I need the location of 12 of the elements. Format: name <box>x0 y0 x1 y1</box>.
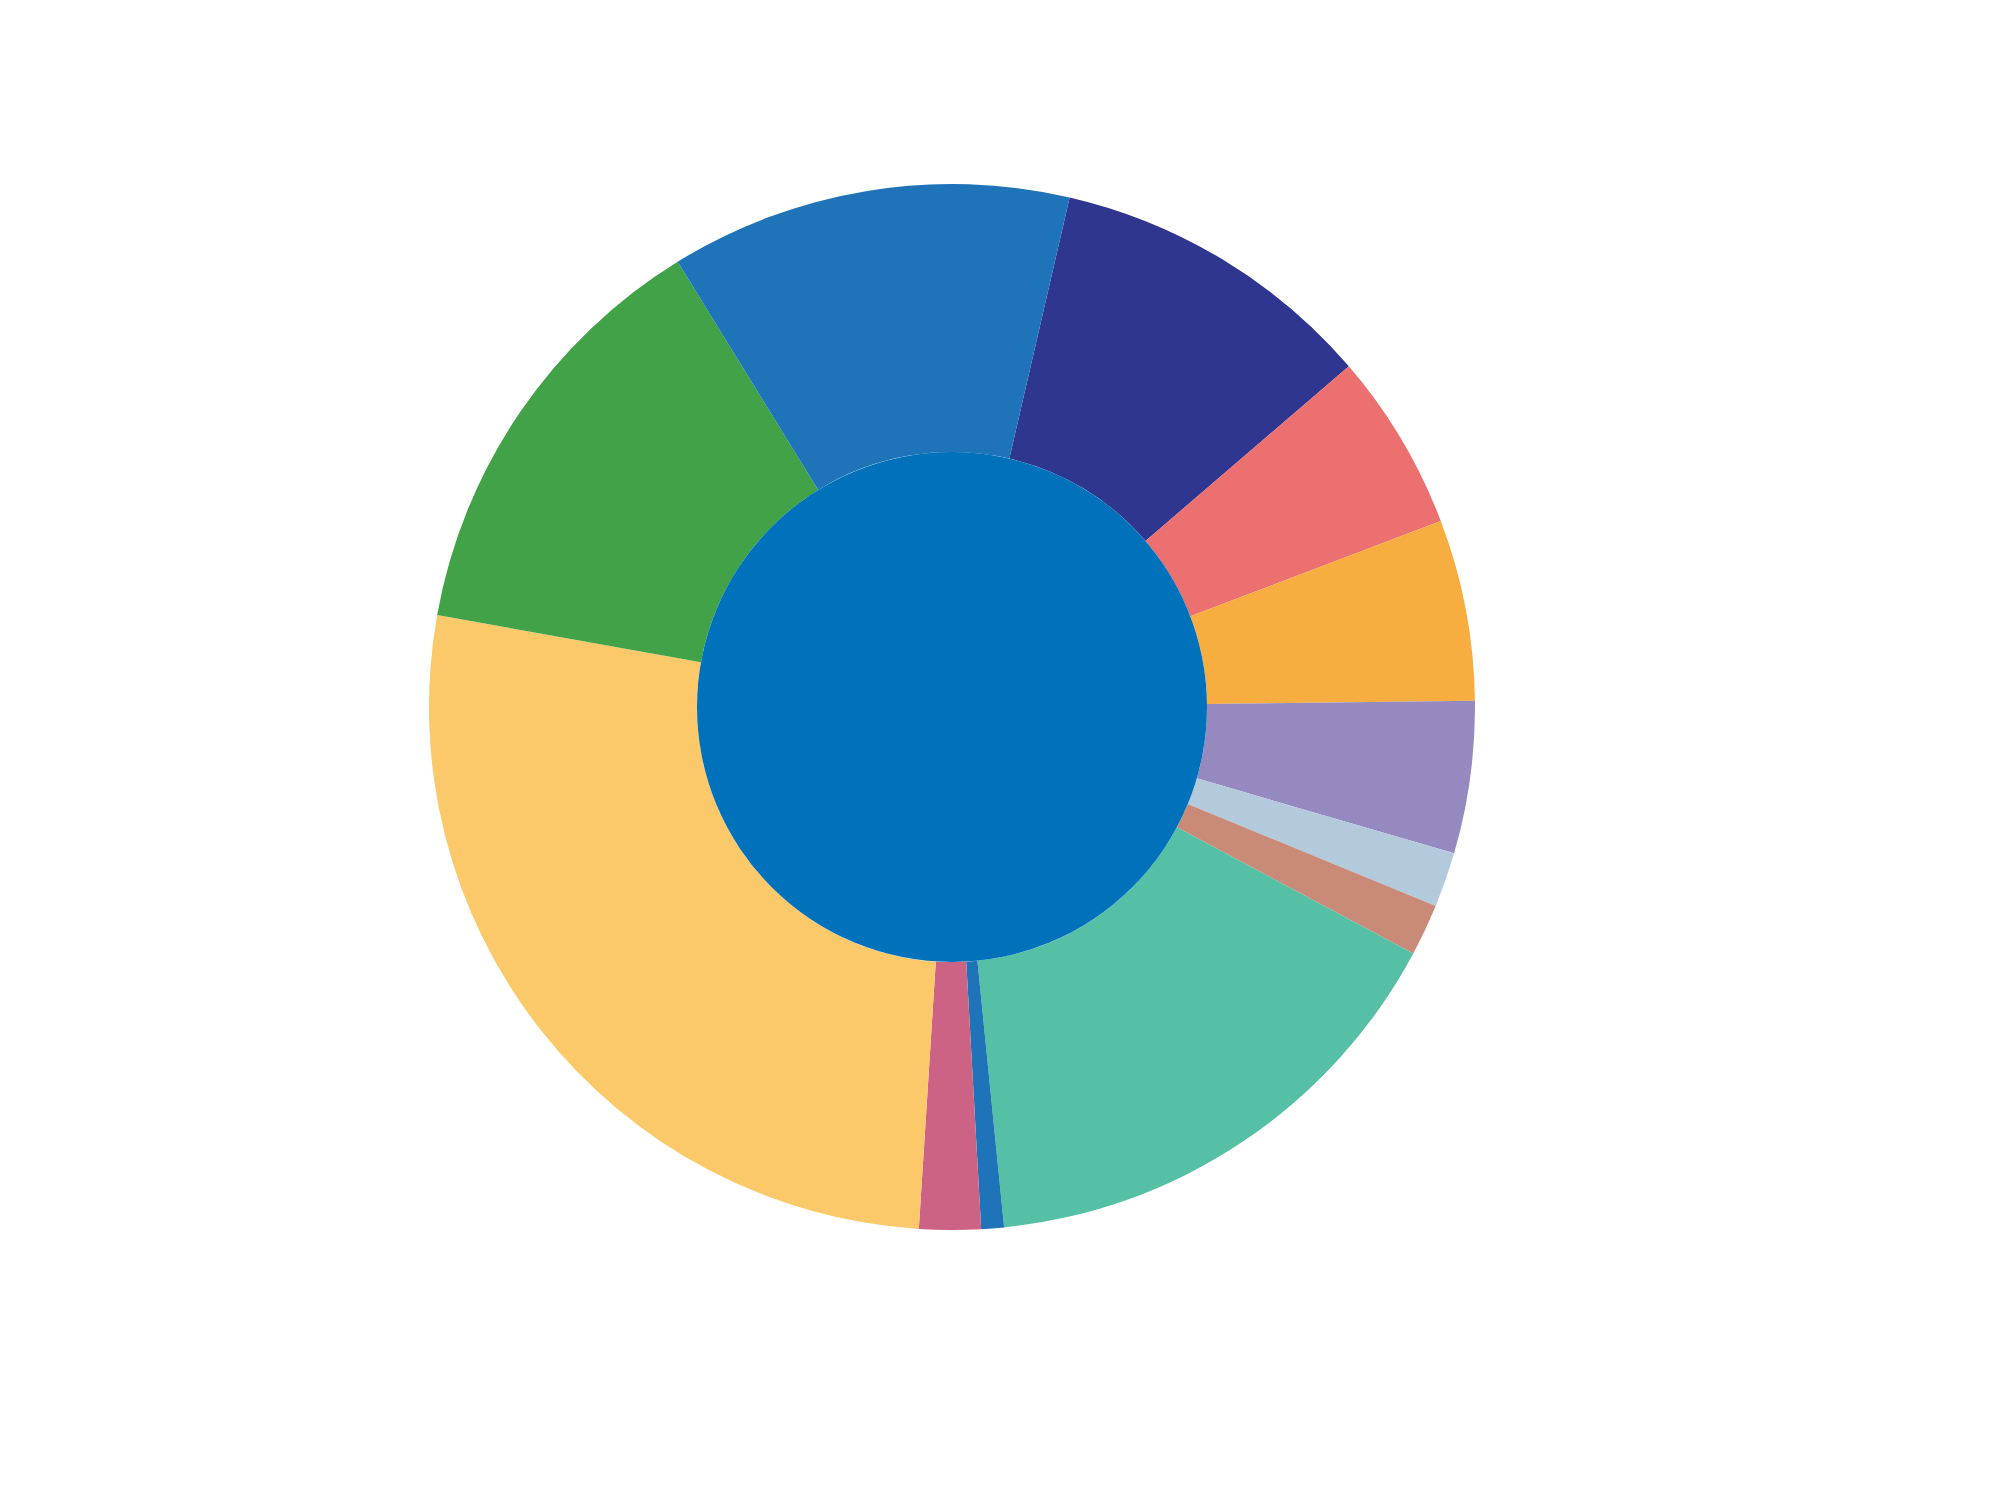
donut-slice <box>1176 804 1436 954</box>
donut-slice <box>1009 197 1349 541</box>
donut-slice <box>1196 700 1475 854</box>
donut-slice <box>437 261 819 663</box>
donut-slice <box>1190 520 1475 704</box>
donut-slice <box>677 184 1070 490</box>
donut-slice <box>429 615 936 1229</box>
donut-slice <box>966 960 1005 1230</box>
donut-slice <box>1145 366 1441 617</box>
donut-slice <box>918 961 982 1230</box>
donut-slice <box>977 827 1414 1228</box>
donut-slice <box>1187 778 1455 906</box>
